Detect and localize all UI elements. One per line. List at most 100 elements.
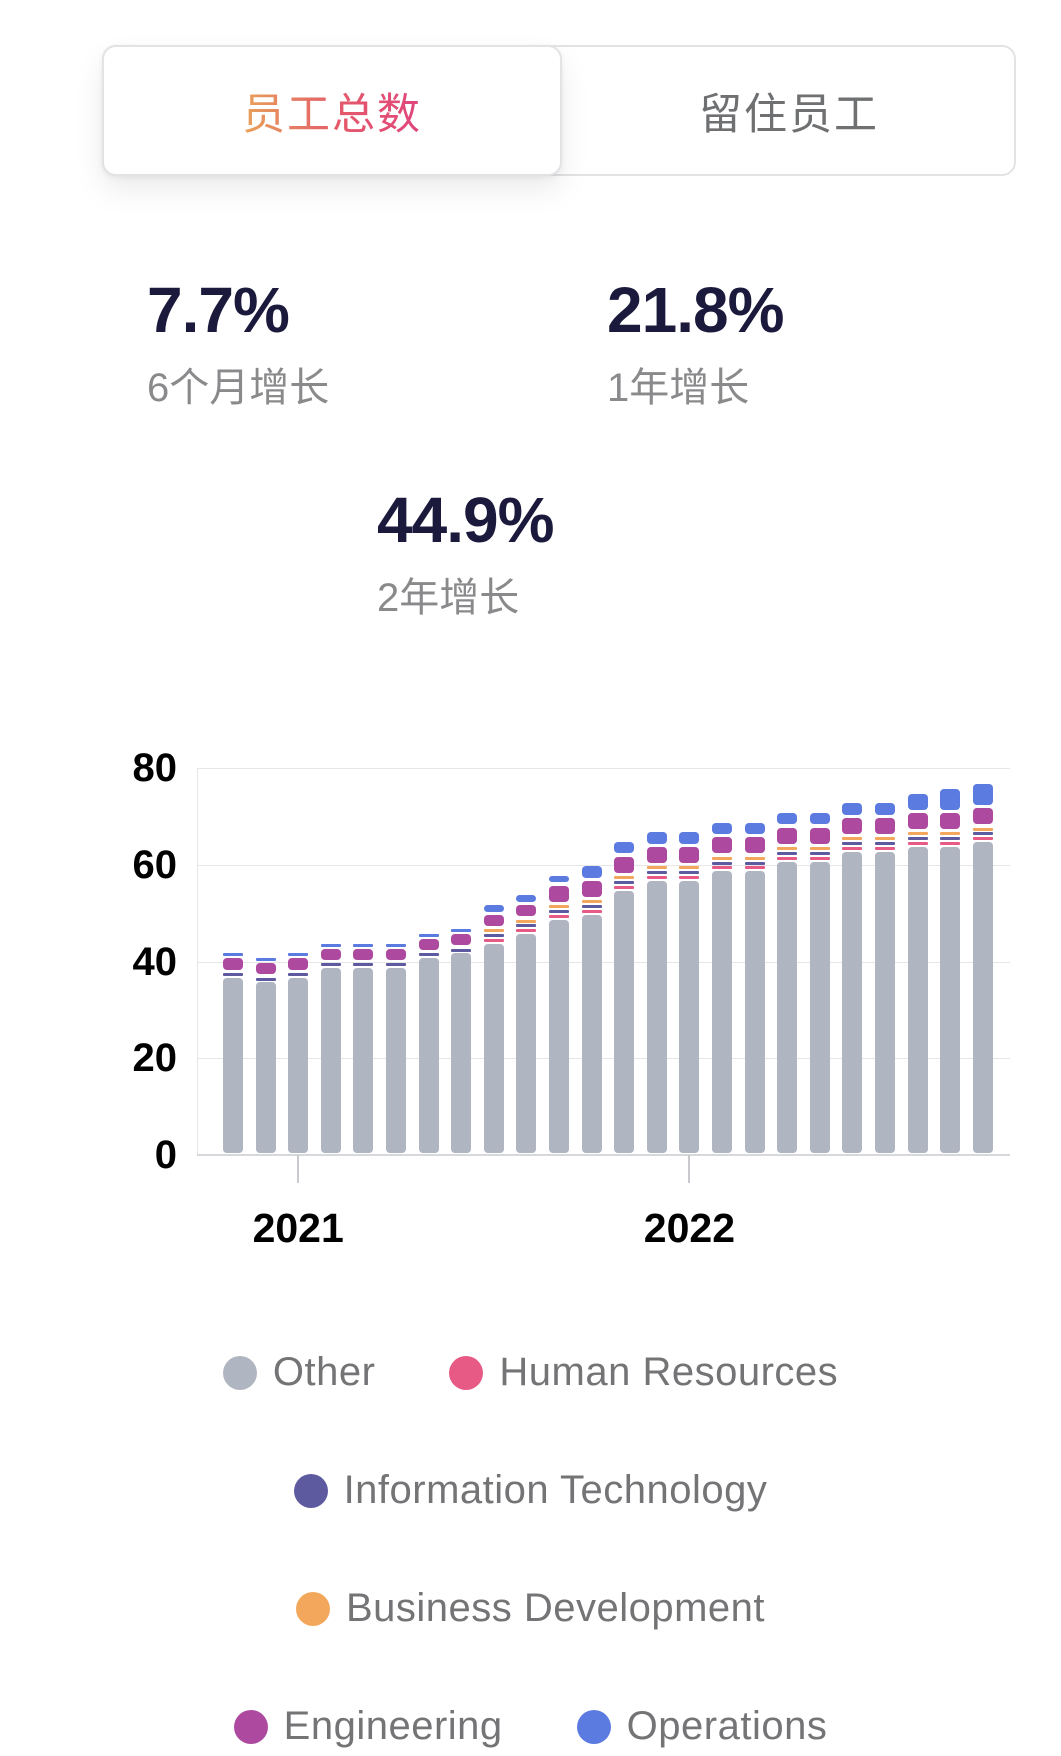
bar-2020-11[interactable] <box>223 740 243 1280</box>
bar-segment-information-technology[interactable] <box>842 842 863 846</box>
bar-2022-08[interactable] <box>907 740 928 1280</box>
bar-segment-other[interactable] <box>451 953 472 1154</box>
bar-segment-information-technology[interactable] <box>451 948 472 952</box>
bar-segment-human-resources[interactable] <box>516 929 537 933</box>
legend-item-other[interactable]: Other <box>222 1350 376 1395</box>
bar-segment-business-development[interactable] <box>907 832 928 836</box>
bar-segment-other[interactable] <box>320 967 341 1154</box>
bar-segment-engineering[interactable] <box>483 914 504 927</box>
bar-segment-other[interactable] <box>614 890 635 1154</box>
bar-segment-engineering[interactable] <box>777 827 798 844</box>
bar-segment-human-resources[interactable] <box>907 842 928 846</box>
bar-2022-04[interactable] <box>777 740 798 1280</box>
bar-segment-other[interactable] <box>875 851 895 1154</box>
bar-segment-operations[interactable] <box>972 784 993 806</box>
bar-segment-operations[interactable] <box>516 895 537 902</box>
bar-segment-human-resources[interactable] <box>646 876 667 880</box>
bar-segment-information-technology[interactable] <box>549 909 569 913</box>
legend-item-human-resources[interactable]: Human Resources <box>449 1350 838 1395</box>
bar-segment-human-resources[interactable] <box>549 914 569 918</box>
bar-segment-human-resources[interactable] <box>581 909 602 913</box>
bar-segment-operations[interactable] <box>386 943 406 947</box>
bar-segment-engineering[interactable] <box>418 938 439 951</box>
bar-2021-02[interactable] <box>320 740 341 1280</box>
bar-segment-operations[interactable] <box>320 943 341 947</box>
bar-segment-engineering[interactable] <box>940 813 961 830</box>
bar-segment-information-technology[interactable] <box>744 861 765 865</box>
bar-segment-information-technology[interactable] <box>255 977 276 981</box>
bar-segment-information-technology[interactable] <box>940 837 961 841</box>
bar-segment-operations[interactable] <box>451 929 472 933</box>
bar-segment-business-development[interactable] <box>581 900 602 904</box>
bar-segment-information-technology[interactable] <box>712 861 732 865</box>
bar-segment-information-technology[interactable] <box>875 842 895 846</box>
bar-segment-operations[interactable] <box>418 934 439 938</box>
bar-segment-operations[interactable] <box>549 876 569 883</box>
bar-segment-engineering[interactable] <box>549 885 569 902</box>
bar-segment-other[interactable] <box>907 847 928 1154</box>
bar-segment-operations[interactable] <box>842 803 863 815</box>
bar-segment-human-resources[interactable] <box>712 866 732 870</box>
bar-2021-01[interactable] <box>288 740 309 1280</box>
bar-segment-information-technology[interactable] <box>646 871 667 875</box>
bar-segment-operations[interactable] <box>581 866 602 878</box>
bar-segment-engineering[interactable] <box>223 958 243 970</box>
bar-2022-09[interactable] <box>940 740 961 1280</box>
bar-segment-information-technology[interactable] <box>516 924 537 928</box>
bar-segment-engineering[interactable] <box>646 847 667 864</box>
bar-2021-05[interactable] <box>418 740 439 1280</box>
bar-segment-human-resources[interactable] <box>483 938 504 942</box>
bar-segment-engineering[interactable] <box>288 958 309 970</box>
bar-segment-business-development[interactable] <box>744 856 765 860</box>
bar-2022-03[interactable] <box>744 740 765 1280</box>
bar-segment-human-resources[interactable] <box>744 866 765 870</box>
bar-segment-other[interactable] <box>386 967 406 1154</box>
bar-segment-business-development[interactable] <box>483 929 504 933</box>
bar-segment-business-development[interactable] <box>809 847 830 850</box>
bar-segment-operations[interactable] <box>679 832 700 844</box>
bar-segment-engineering[interactable] <box>744 837 765 854</box>
bar-segment-business-development[interactable] <box>777 847 798 850</box>
tab-total-employees[interactable]: 员工总数 <box>102 45 562 176</box>
bar-segment-other[interactable] <box>972 842 993 1154</box>
bar-2021-08[interactable] <box>516 740 537 1280</box>
bar-segment-operations[interactable] <box>353 943 374 947</box>
bar-segment-business-development[interactable] <box>875 837 895 841</box>
bar-segment-other[interactable] <box>744 871 765 1154</box>
bar-segment-other[interactable] <box>288 977 309 1154</box>
bar-segment-other[interactable] <box>646 880 667 1154</box>
bar-segment-information-technology[interactable] <box>809 851 830 855</box>
bar-segment-business-development[interactable] <box>549 905 569 909</box>
bar-2021-12[interactable] <box>646 740 667 1280</box>
bar-segment-operations[interactable] <box>646 832 667 844</box>
bar-segment-business-development[interactable] <box>842 837 863 841</box>
bar-segment-information-technology[interactable] <box>483 934 504 938</box>
bar-segment-information-technology[interactable] <box>614 880 635 884</box>
bar-segment-information-technology[interactable] <box>679 871 700 875</box>
bar-segment-operations[interactable] <box>940 788 961 810</box>
bar-segment-information-technology[interactable] <box>581 905 602 909</box>
bar-segment-business-development[interactable] <box>646 866 667 870</box>
bar-2022-07[interactable] <box>875 740 895 1280</box>
bar-segment-engineering[interactable] <box>451 934 472 946</box>
bar-segment-human-resources[interactable] <box>679 876 700 880</box>
bar-segment-engineering[interactable] <box>581 880 602 897</box>
bar-segment-operations[interactable] <box>712 822 732 835</box>
bar-segment-other[interactable] <box>549 919 569 1154</box>
bar-segment-human-resources[interactable] <box>875 847 895 850</box>
bar-segment-engineering[interactable] <box>679 847 700 864</box>
bar-segment-information-technology[interactable] <box>386 963 406 967</box>
legend-item-engineering[interactable]: Engineering <box>233 1704 503 1749</box>
bar-segment-business-development[interactable] <box>516 919 537 923</box>
bar-segment-other[interactable] <box>679 880 700 1154</box>
bar-segment-operations[interactable] <box>907 793 928 810</box>
bar-segment-information-technology[interactable] <box>777 851 798 855</box>
bar-segment-business-development[interactable] <box>940 832 961 836</box>
bar-2021-07[interactable] <box>483 740 504 1280</box>
bar-segment-operations[interactable] <box>223 953 243 957</box>
legend-item-business-development[interactable]: Business Development <box>295 1586 765 1631</box>
bar-segment-engineering[interactable] <box>972 808 993 825</box>
bar-segment-other[interactable] <box>940 847 961 1154</box>
bar-segment-engineering[interactable] <box>516 905 537 917</box>
bar-segment-other[interactable] <box>842 851 863 1154</box>
